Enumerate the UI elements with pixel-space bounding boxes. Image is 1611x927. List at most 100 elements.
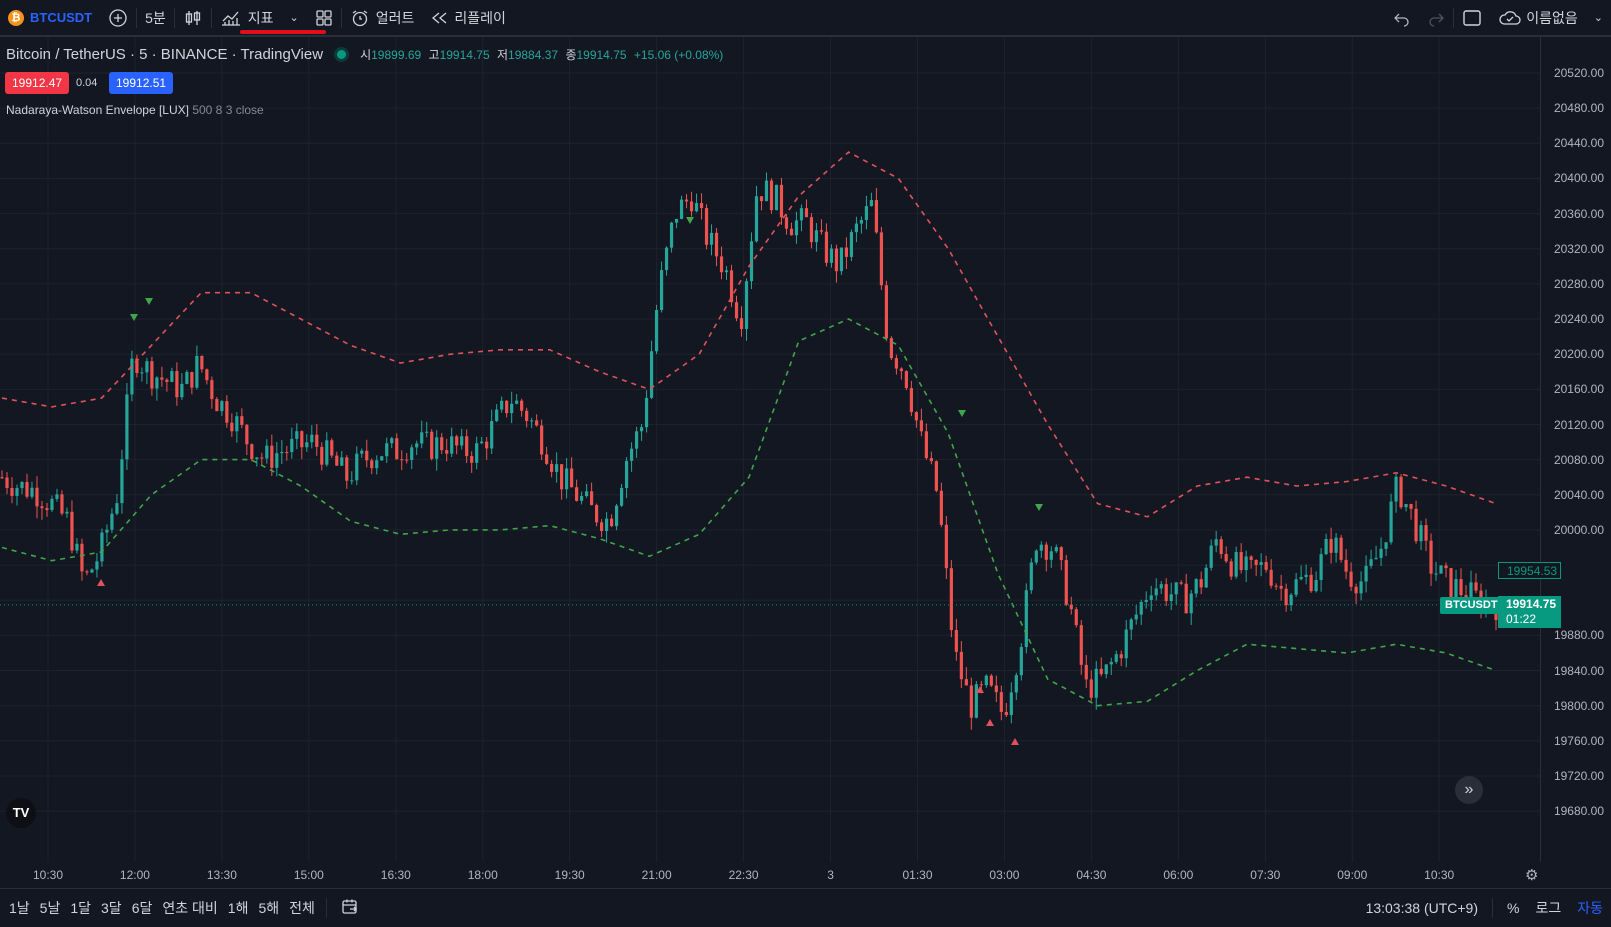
time-tick-label: 09:00 [1337,868,1368,882]
indicators-label: 지표 [247,9,274,26]
undo-button[interactable] [1385,0,1419,35]
fullscreen-button[interactable] [1454,0,1490,35]
symbol-title[interactable]: Bitcoin / TetherUS · 5 · BINANCE · Tradi… [6,46,324,63]
candle-body [470,456,474,463]
candle-body [1099,668,1103,675]
range-button[interactable]: 5해 [258,900,280,916]
layout-name: 이름없음 [1526,9,1578,26]
candle-body [649,351,654,398]
candle-body [365,450,369,461]
time-axis[interactable]: 10:30 12:00 13:30 15:00 16:30 18:00 19:30 21:00… [0,862,1540,888]
save-layout-button[interactable]: 이름없음 [1490,0,1586,35]
candle-body [0,477,4,479]
candle-body [425,431,429,433]
candlestick-chart[interactable] [0,37,1540,862]
candle-body [410,447,414,461]
percent-scale-toggle[interactable]: % [1507,900,1520,916]
candle-body [689,201,694,212]
range-button[interactable]: 전체 [289,900,315,916]
range-button[interactable]: 1날 [9,900,30,916]
indicators-dropdown[interactable]: ⌄ [282,0,307,35]
candle-body [734,302,739,319]
tradingview-logo[interactable]: TV [6,798,36,828]
price-tick-label: 19800.00 [1553,698,1604,713]
candle-body [475,443,479,463]
candle-body [1034,550,1038,563]
interval-button[interactable]: 5분 [137,0,174,35]
candle-body [1204,567,1208,588]
candle-body [185,372,189,384]
candle-body [624,460,629,488]
chart-type-button[interactable] [175,0,211,35]
candle-body [894,358,899,369]
bullish-signal-arrow [97,579,105,586]
indicators-icon [221,11,240,26]
candles-icon [185,10,200,25]
log-scale-toggle[interactable]: 로그 [1535,900,1562,916]
candle-body [55,494,59,499]
candle-body [255,457,259,460]
indicator-legend[interactable]: Nadaraya-Watson Envelope [LUX] 500 8 3 c… [6,103,264,117]
candle-body [330,440,334,456]
chart-pane[interactable] [0,37,1540,862]
buy-price-button[interactable]: 19912.51 [109,72,174,94]
candle-body [1274,585,1278,587]
candle-body [1234,552,1238,577]
candle-body [1239,552,1243,571]
candle-body [799,208,804,221]
price-axis[interactable]: 20520.00 20480.00 20440.00 20400.00 20360.00… [1540,37,1611,862]
redo-button[interactable] [1419,0,1453,35]
candle-body [924,431,928,459]
time-tick-label: 3 [827,868,834,882]
candle-body [1339,537,1343,560]
candle-body [1424,525,1428,541]
candle-body [659,270,664,310]
timezone-clock[interactable]: 13:03:38 (UTC+9) [1365,900,1479,916]
candle-body [1074,609,1078,626]
symbol-search[interactable]: ₿ BTCUSDT [0,0,100,35]
axis-settings-gear-icon[interactable]: ⚙ [1525,867,1539,884]
candle-body [1404,504,1408,508]
range-button[interactable]: 1해 [227,900,249,916]
indicators-button[interactable]: 지표 [212,0,282,35]
range-button[interactable]: 3달 [101,900,122,916]
price-tick-label: 20080.00 [1553,452,1604,467]
price-tick-label: 20360.00 [1553,206,1604,221]
compare-button[interactable] [100,0,136,35]
candle-body [265,445,269,459]
candle-body [1044,544,1048,560]
price-tick-label: 19880.00 [1553,628,1604,643]
time-tick-label: 10:30 [1424,868,1455,882]
candle-body [919,420,923,432]
candle-body [949,568,953,631]
candle-body [540,425,544,455]
range-button[interactable]: 연초 대비 [162,900,218,916]
range-button[interactable]: 1달 [70,900,92,916]
candle-body [1244,556,1248,571]
candle-body [65,511,69,514]
scroll-to-realtime-button[interactable]: » [1455,776,1483,804]
range-button[interactable]: 5날 [39,900,61,916]
sell-price-button[interactable]: 19912.47 [5,72,70,94]
layout-menu-button[interactable]: ⌄ [1586,0,1611,35]
candle-body [944,524,948,569]
alert-button[interactable]: 얼러트 [342,0,423,35]
layouts-button[interactable] [307,0,341,35]
divider [136,7,138,28]
candle-body [1149,595,1153,600]
candle-body [1134,614,1138,620]
auto-scale-toggle[interactable]: 자동 [1577,900,1603,916]
price-tick-label: 19720.00 [1553,769,1604,783]
candle-body [1449,568,1453,598]
candle-body [909,388,913,413]
candle-body [1104,664,1108,675]
candle-body [45,508,49,510]
candle-body [864,206,869,221]
goto-date-button[interactable] [333,898,367,919]
price-tick-label: 20040.00 [1553,487,1604,502]
replay-button[interactable]: 리플레이 [422,0,514,35]
candle-body [230,422,234,432]
candle-body [934,461,938,491]
range-button[interactable]: 6달 [131,900,153,916]
low-value: 19884.37 [508,48,559,62]
